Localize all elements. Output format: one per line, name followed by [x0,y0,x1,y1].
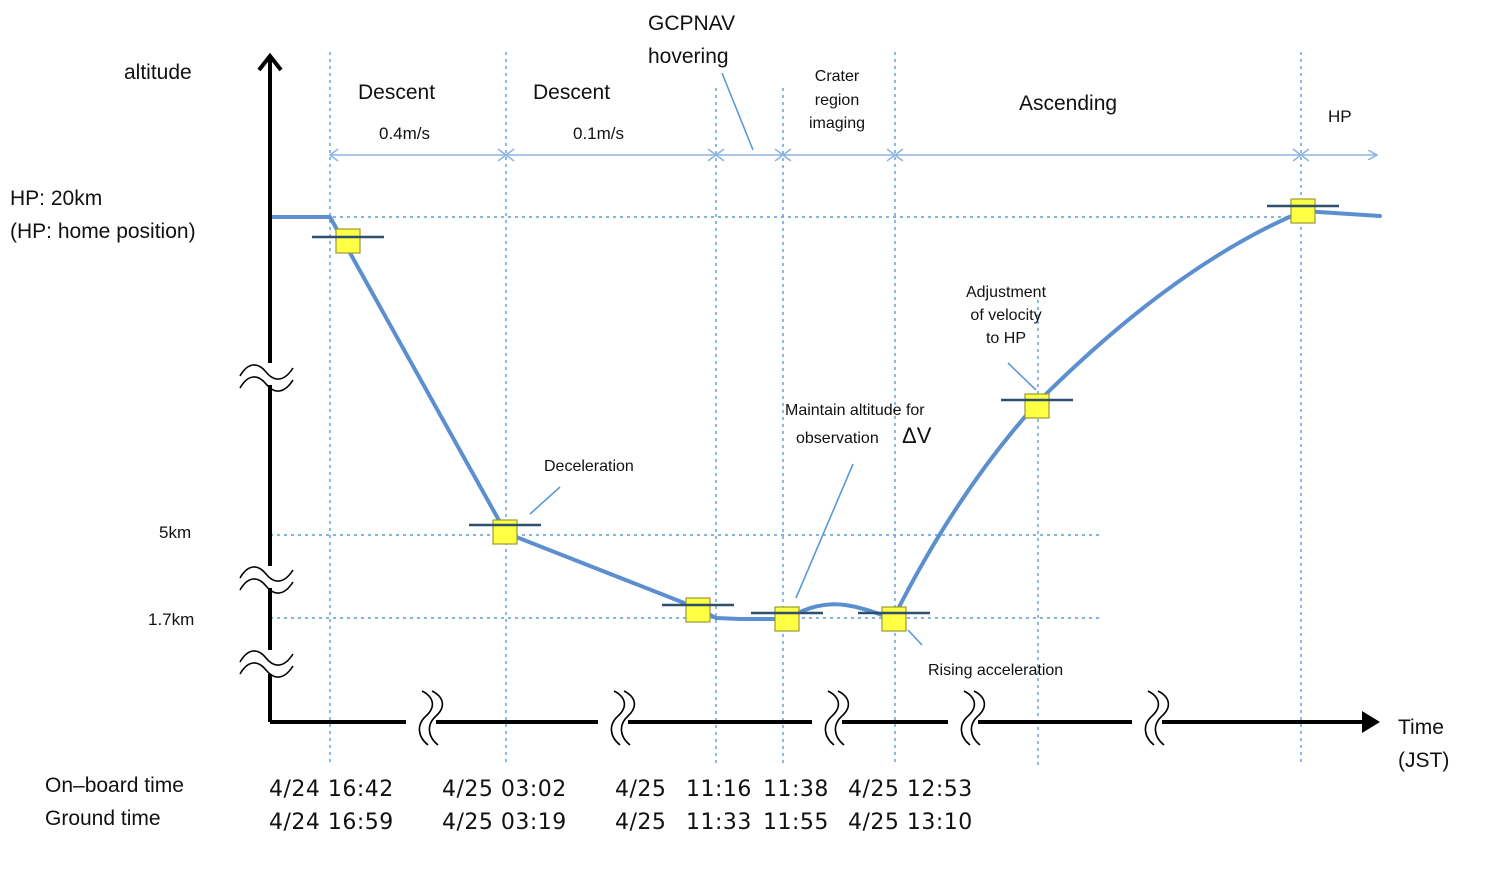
hp-altitude-label: HP: 20km [10,187,102,210]
ground-time-label: Ground time [45,807,161,830]
phase-arrow-4 [886,148,904,162]
horizontal-break-1 [406,690,444,746]
time-axis-label: Time [1398,716,1444,739]
ground-date-3: 4/25 [615,810,666,835]
phase-arrow-3 [774,148,792,162]
horizontal-break-2 [598,690,636,746]
velocity-adjust-label-line-3: to HP [986,330,1026,347]
time-axis-arrow [1362,711,1380,733]
velocity-adjust-leader [1007,362,1037,391]
altitude-trajectory [268,209,1382,621]
ground-time-3: 11:33 [686,810,752,835]
marker-descent-start [312,228,384,254]
descent-2-speed: 0.1m/s [573,124,624,143]
velocity-adjust-label-line-2: of velocity [970,307,1041,324]
ground-time-5: 4/25 13:10 [848,810,973,835]
time-values: 4/24 16:42 4/25 03:02 4/25 11:16 11:38 4… [269,777,973,835]
horizontal-break-3 [812,690,850,746]
left-labels: altitude HP: 20km (HP: home position) 5k… [10,61,196,629]
vertical-break-3 [239,650,294,678]
marker-hp-return [1267,198,1339,224]
hp-definition-label: (HP: home position) [10,220,196,243]
crater-label-line-3: imaging [809,115,865,132]
hovering-label: hovering [648,45,729,68]
onboard-time-label: On–board time [45,774,184,797]
marker-velocity-adjust [1001,393,1073,419]
crater-label-line-1: Crater [815,68,860,85]
horizontal-break-5 [1132,690,1170,746]
ascending-label: Ascending [1019,92,1117,115]
velocity-adjust-label-line-1: Adjustment [966,284,1047,301]
onboard-time-5: 4/25 12:53 [848,777,973,802]
time-axis-unit-label: (JST) [1398,749,1449,772]
altitude-axis-arrow [257,52,283,72]
marker-hovering [662,597,734,623]
onboard-date-3: 4/25 [615,777,666,802]
descent-1-title: Descent [358,81,435,104]
phase-arrow-start [328,148,339,162]
onboard-time-4: 11:38 [763,777,829,802]
phase-arrows [328,148,1377,162]
altitude-axis-label: altitude [124,61,192,84]
rising-leader [907,629,923,646]
horizontal-break-4 [948,690,986,746]
deceleration-leader [529,486,561,515]
gcpnav-label: GCPNAV [648,12,735,35]
rising-acceleration-label: Rising acceleration [928,662,1063,679]
time-axis-labels: Time (JST) On–board time Ground time [45,716,1449,830]
ground-time-4: 11:55 [763,810,829,835]
maintain-altitude-leader [795,463,854,599]
marker-deceleration [469,519,541,545]
leader-lines [529,72,1037,646]
one-point-seven-km-label: 1.7km [148,610,194,629]
ground-time-1: 4/24 16:59 [269,810,394,835]
marker-imaging [751,606,823,632]
phase-labels: Descent 0.4m/s Descent 0.1m/s GCPNAV hov… [358,12,1352,143]
onboard-time-3: 11:16 [686,777,752,802]
phase-arrow-1 [497,148,515,162]
annotations: Deceleration Maintain altitude for obser… [544,284,1063,679]
gcpnav-leader [721,72,754,151]
vertical-grid [329,52,1302,765]
descent-1-speed: 0.4m/s [379,124,430,143]
ground-time-2: 4/25 03:19 [442,810,567,835]
maintain-altitude-label-line-2: observation [796,430,879,447]
hp-phase-label: HP [1328,107,1352,126]
five-km-label: 5km [159,523,191,542]
horizontal-grid [270,216,1300,619]
descent-2-title: Descent [533,81,610,104]
event-markers [312,198,1339,632]
vertical-break-2 [239,566,294,594]
onboard-time-2: 4/25 03:02 [442,777,567,802]
maintain-altitude-label-line-1: Maintain altitude for [785,402,925,419]
onboard-time-1: 4/24 16:42 [269,777,394,802]
crater-label-line-2: region [815,92,859,109]
delta-v-label: ΔV [902,423,932,448]
phase-arrow-5 [1292,148,1310,162]
marker-rising [858,606,930,632]
axis-breaks [239,363,1170,746]
deceleration-label: Deceleration [544,458,634,475]
vertical-break-1 [239,363,294,392]
phase-arrow-2 [707,148,725,162]
